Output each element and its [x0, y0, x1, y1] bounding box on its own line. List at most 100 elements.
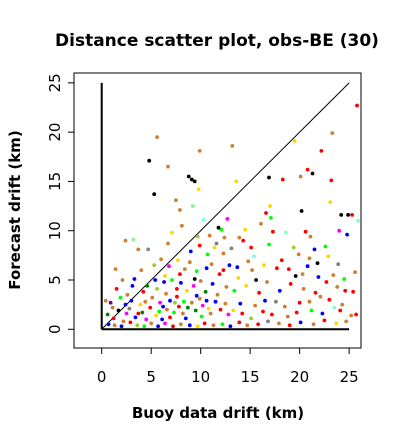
- data-point: [268, 204, 272, 209]
- data-point: [182, 267, 187, 271]
- data-point: [184, 288, 189, 293]
- data-point: [249, 316, 254, 321]
- data-point: [315, 261, 320, 266]
- data-point: [114, 287, 119, 291]
- data-point: [246, 259, 251, 264]
- data-point: [301, 287, 306, 291]
- data-point: [344, 319, 349, 324]
- data-point: [173, 300, 177, 305]
- data-point: [179, 281, 183, 285]
- data-point: [303, 229, 308, 234]
- data-point: [141, 289, 146, 294]
- data-point: [174, 198, 178, 203]
- data-point: [241, 238, 246, 243]
- data-point: [145, 284, 150, 288]
- data-point: [196, 187, 201, 192]
- data-point: [237, 235, 242, 240]
- data-point: [335, 285, 340, 289]
- data-point: [198, 279, 203, 283]
- data-point: [297, 300, 302, 305]
- data-point: [305, 167, 310, 172]
- data-point: [331, 273, 336, 277]
- data-point: [259, 221, 263, 226]
- x-axis-label: Buoy data drift (km): [132, 404, 304, 422]
- data-point: [127, 306, 132, 311]
- data-point: [194, 293, 199, 298]
- data-point: [123, 238, 128, 243]
- data-point: [103, 298, 108, 303]
- data-point: [178, 272, 182, 276]
- data-point: [209, 262, 214, 267]
- data-point: [218, 307, 223, 312]
- data-point: [305, 264, 310, 269]
- data-point: [353, 270, 357, 274]
- data-point: [345, 232, 349, 237]
- data-point: [250, 268, 255, 272]
- data-point: [105, 312, 110, 317]
- data-point: [342, 277, 347, 281]
- data-point: [257, 290, 261, 295]
- data-point: [206, 306, 211, 311]
- data-point: [228, 324, 233, 329]
- data-point: [106, 322, 111, 327]
- data-point: [326, 254, 331, 259]
- data-point: [171, 324, 175, 329]
- y-tick-label: 20: [46, 123, 64, 142]
- data-point: [163, 321, 167, 326]
- data-point: [155, 135, 160, 140]
- data-point: [350, 213, 354, 217]
- data-point: [202, 321, 207, 326]
- data-point: [300, 272, 305, 276]
- data-point: [346, 213, 350, 217]
- data-point: [212, 245, 217, 250]
- data-point: [177, 304, 181, 309]
- data-point: [153, 278, 158, 282]
- data-point: [152, 263, 157, 268]
- data-point: [120, 278, 125, 282]
- data-point: [203, 289, 208, 294]
- data-point: [244, 284, 249, 288]
- data-point: [238, 301, 243, 306]
- data-point: [130, 284, 135, 288]
- data-point: [222, 235, 227, 240]
- data-point: [221, 268, 226, 272]
- data-point: [140, 310, 145, 315]
- data-point: [221, 251, 226, 256]
- data-point: [354, 312, 358, 317]
- data-point: [214, 241, 219, 246]
- data-point: [287, 323, 292, 328]
- data-point: [149, 321, 154, 326]
- data-point: [319, 149, 324, 153]
- data-point: [318, 294, 323, 299]
- data-point: [277, 288, 282, 293]
- data-point: [274, 299, 278, 304]
- chart-title: Distance scatter plot, obs-BE (30): [55, 31, 379, 51]
- data-point: [275, 266, 279, 271]
- data-point: [165, 307, 169, 312]
- data-point: [139, 268, 144, 272]
- data-point: [249, 245, 254, 250]
- data-point: [146, 247, 151, 252]
- data-point: [162, 280, 167, 284]
- data-point: [265, 280, 269, 284]
- data-point: [123, 302, 128, 307]
- data-point: [277, 321, 281, 326]
- data-point: [230, 144, 235, 148]
- data-point: [175, 287, 179, 291]
- data-point: [245, 323, 250, 328]
- data-point: [197, 149, 202, 153]
- data-point: [332, 305, 337, 310]
- data-point: [299, 209, 304, 213]
- data-point: [282, 304, 287, 309]
- data-point: [150, 295, 155, 300]
- data-point: [224, 285, 229, 289]
- data-point: [313, 290, 318, 295]
- data-point: [192, 179, 197, 184]
- data-point: [308, 234, 313, 239]
- data-point: [337, 228, 342, 233]
- data-point: [156, 324, 161, 329]
- y-tick-label: 10: [46, 221, 64, 240]
- x-tick-label: 15: [241, 368, 260, 386]
- data-point: [164, 291, 168, 296]
